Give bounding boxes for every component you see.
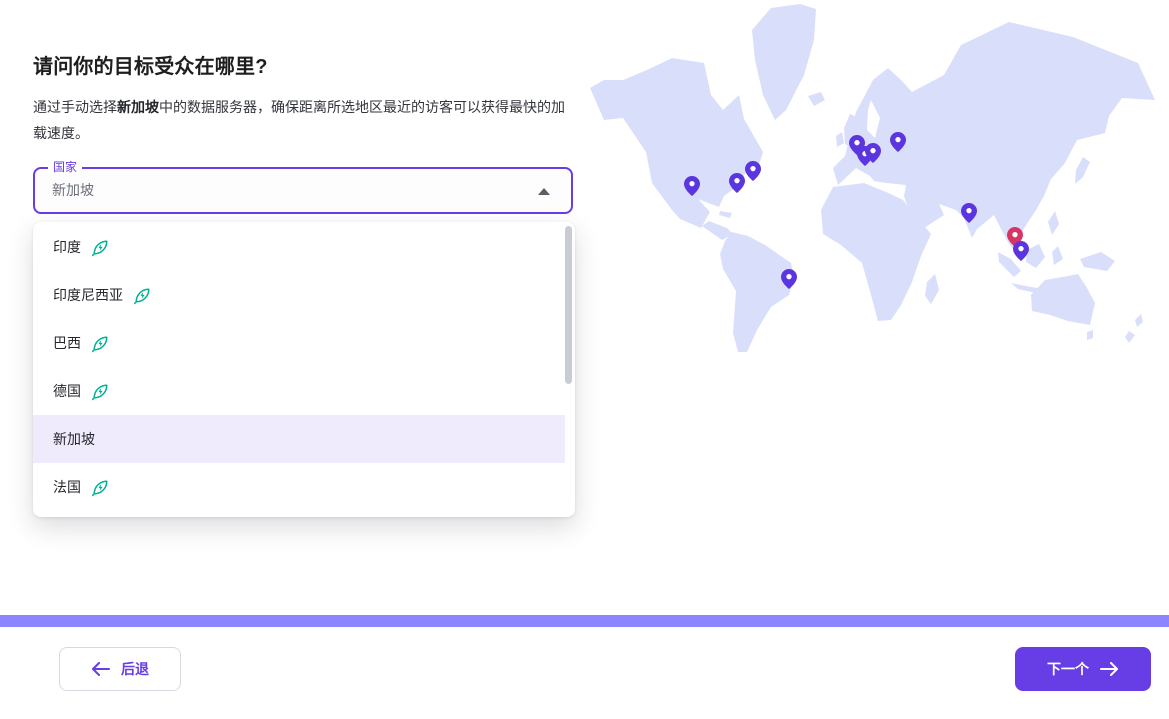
eco-leaf-icon bbox=[91, 382, 110, 401]
next-button-label: 下一个 bbox=[1047, 661, 1089, 677]
description-prefix: 通过手动选择 bbox=[33, 99, 117, 115]
eco-leaf-icon bbox=[133, 286, 152, 305]
option-label: 印度 bbox=[53, 239, 81, 255]
world-map-continents bbox=[590, 4, 1155, 352]
country-select-label: 国家 bbox=[48, 160, 83, 174]
dropdown-scrollbar[interactable] bbox=[565, 226, 572, 384]
progress-bar bbox=[0, 615, 1169, 627]
eco-leaf-icon bbox=[91, 478, 110, 497]
world-map bbox=[590, 0, 1169, 355]
back-button-label: 后退 bbox=[121, 661, 149, 677]
country-dropdown-panel: 印度印度尼西亚巴西德国新加坡法国 bbox=[33, 222, 575, 517]
page-description: 通过手动选择新加坡中的数据服务器，确保距离所选地区最近的访客可以获得最快的加载速… bbox=[33, 94, 570, 146]
country-options-list: 印度印度尼西亚巴西德国新加坡法国 bbox=[33, 223, 565, 511]
progress-bar-fill bbox=[0, 615, 1169, 627]
dropdown-option[interactable]: 巴西 bbox=[33, 319, 565, 367]
option-label: 印度尼西亚 bbox=[53, 287, 123, 303]
next-button[interactable]: 下一个 bbox=[1015, 647, 1151, 691]
dropdown-option[interactable]: 印度 bbox=[33, 223, 565, 271]
arrow-right-icon bbox=[1100, 662, 1119, 676]
description-suffix: 中的数据服务器，确保距离所选地区最近的访客可以获得最快的加载速度。 bbox=[33, 99, 565, 141]
arrow-left-icon bbox=[91, 662, 110, 676]
chevron-up-icon bbox=[538, 188, 550, 195]
eco-leaf-icon bbox=[91, 334, 110, 353]
option-label: 德国 bbox=[53, 383, 81, 399]
dropdown-option-selected[interactable]: 新加坡 bbox=[33, 415, 565, 463]
dropdown-option[interactable]: 法国 bbox=[33, 463, 565, 511]
option-label: 巴西 bbox=[53, 335, 81, 351]
country-select-value: 新加坡 bbox=[52, 182, 94, 198]
option-label: 法国 bbox=[53, 479, 81, 495]
eco-leaf-icon bbox=[91, 238, 110, 257]
option-label: 新加坡 bbox=[53, 431, 95, 447]
dropdown-option[interactable]: 印度尼西亚 bbox=[33, 271, 565, 319]
description-highlight: 新加坡 bbox=[117, 99, 159, 115]
back-button[interactable]: 后退 bbox=[59, 647, 181, 691]
dropdown-option[interactable]: 德国 bbox=[33, 367, 565, 415]
page-title: 请问你的目标受众在哪里? bbox=[33, 56, 268, 78]
country-select[interactable]: 国家 新加坡 bbox=[33, 160, 573, 214]
